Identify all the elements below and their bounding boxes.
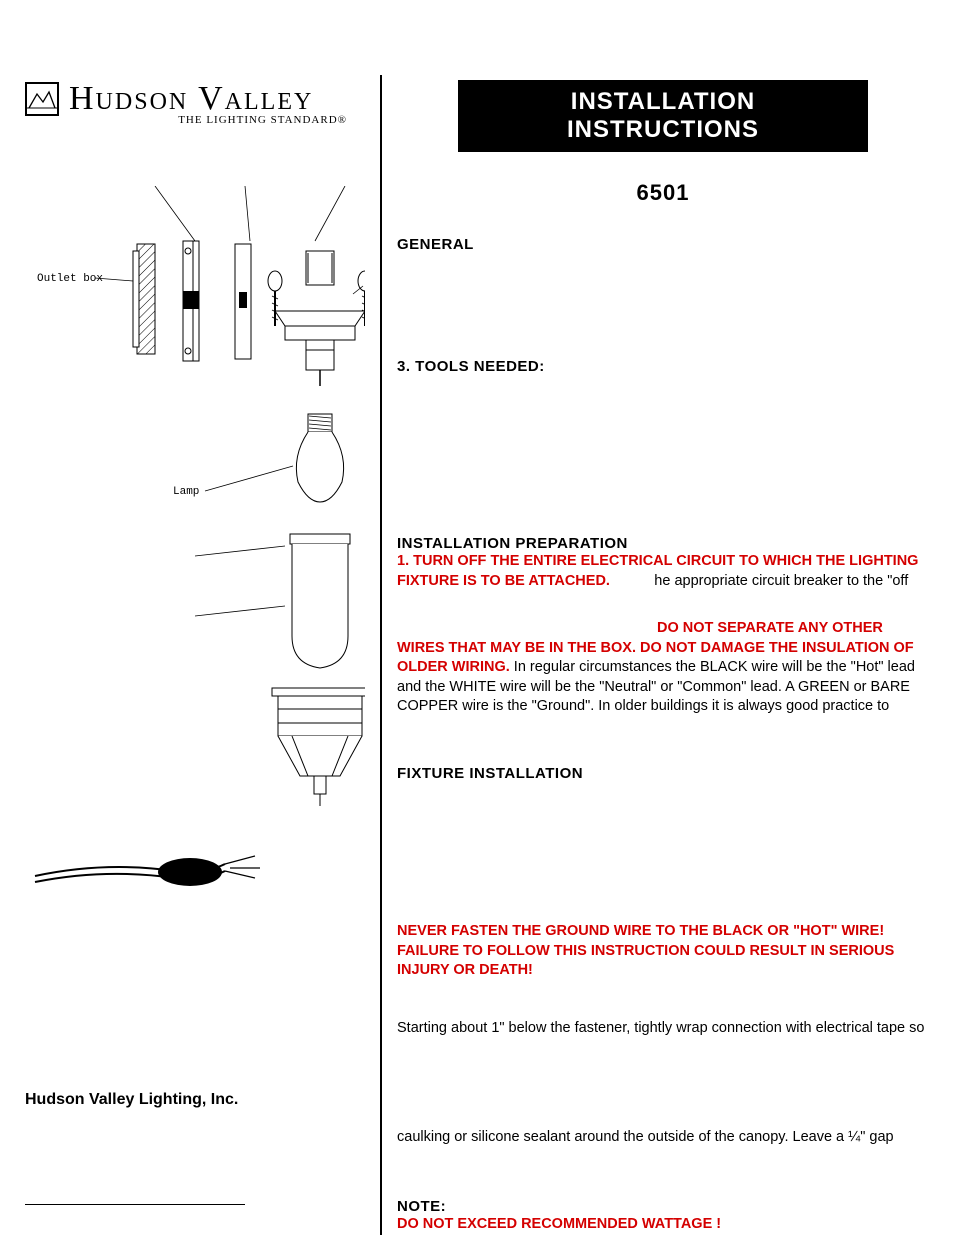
note-head: NOTE: xyxy=(397,1198,929,1215)
prep-paragraph-2: DO NOT SEPARATE ANY OTHER WIRES THAT MAY… xyxy=(397,619,929,717)
page: Hudson Valley THE LIGHTING STANDARD® Out… xyxy=(0,0,954,1235)
outlet-box-label: Outlet box xyxy=(37,273,103,285)
brand-logo: Hudson Valley THE LIGHTING STANDARD® xyxy=(25,80,365,126)
logo-main-text: Hudson Valley xyxy=(69,80,313,118)
prep-paragraph-1: 1. TURN OFF THE ENTIRE ELECTRICAL CIRCUI… xyxy=(397,552,929,591)
logo-icon xyxy=(25,82,59,116)
prep-warning-2b: WIRES THAT MAY BE IN THE BOX. DO NOT DAM… xyxy=(397,640,914,656)
section-general: GENERAL xyxy=(397,236,929,253)
section-prep: INSTALLATION PREPARATION xyxy=(397,535,929,552)
model-number: 6501 xyxy=(397,180,929,206)
section-fixture: FIXTURE INSTALLATION xyxy=(397,765,929,782)
right-column: INSTALLATION INSTRUCTIONS 6501 GENERAL 3… xyxy=(382,30,929,1205)
title-bar: INSTALLATION INSTRUCTIONS xyxy=(458,80,868,152)
prep-warning-2c: OLDER WIRING. xyxy=(397,659,510,675)
company-name: Hudson Valley Lighting, Inc. xyxy=(25,1091,365,1109)
fixture-text-2: caulking or silicone sealant around the … xyxy=(397,1128,929,1148)
fixture-text-1: Starting about 1" below the fastener, ti… xyxy=(397,1019,929,1039)
prep-warning-1b: FIXTURE IS TO BE ATTACHED. xyxy=(397,573,610,589)
prep-warning-2a: DO NOT SEPARATE ANY OTHER xyxy=(657,620,883,636)
prep-warning-1a: 1. TURN OFF THE ENTIRE ELECTRICAL CIRCUI… xyxy=(397,553,918,569)
exploded-diagram: Outlet box xyxy=(25,186,365,1071)
prep-text-1-tail: he appropriate circuit breaker to the "o… xyxy=(654,573,908,589)
left-column: Hudson Valley THE LIGHTING STANDARD® Out… xyxy=(25,30,380,1205)
section-tools: 3. TOOLS NEEDED: xyxy=(397,358,929,375)
logo-mountain-icon xyxy=(27,84,57,114)
fixture-diagram-svg: Outlet box xyxy=(25,186,365,906)
note-warning: DO NOT EXCEED RECOMMENDED WATTAGE ! xyxy=(397,1215,929,1235)
fixture-warning: NEVER FASTEN THE GROUND WIRE TO THE BLAC… xyxy=(397,922,929,981)
footer-rule xyxy=(25,1204,245,1205)
lamp-label: Lamp xyxy=(173,486,199,498)
logo-row: Hudson Valley xyxy=(25,80,365,118)
